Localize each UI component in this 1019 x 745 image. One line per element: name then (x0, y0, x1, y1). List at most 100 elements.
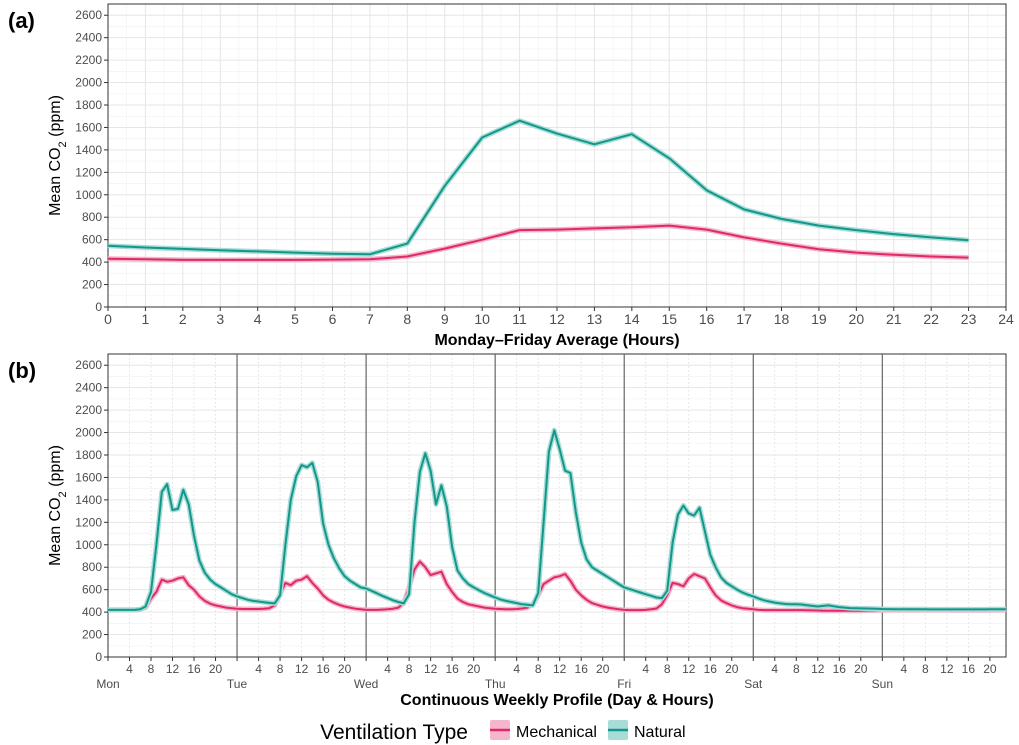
hour-tick-label: 4 (513, 662, 520, 676)
y-tick-label: 2000 (75, 76, 102, 90)
x-tick-label: 23 (961, 311, 977, 327)
y-tick-label: 400 (82, 605, 102, 619)
y-tick-label: 2600 (75, 8, 102, 22)
hour-tick-label: 12 (682, 662, 696, 676)
y-tick-label: 800 (82, 560, 102, 574)
hour-tick-label: 20 (983, 662, 997, 676)
legend: Ventilation Type Mechanical Natural (320, 720, 686, 744)
series-natural-line (108, 429, 1007, 611)
y-axis-title: Mean CO2 (ppm) (47, 445, 69, 566)
y-tick-label: 800 (82, 210, 102, 224)
x-tick-label: 15 (661, 311, 677, 327)
hour-tick-label: 16 (316, 662, 330, 676)
hour-tick-label: 20 (338, 662, 352, 676)
y-axis-title: Mean CO2 (ppm) (47, 95, 69, 216)
x-tick-label: 5 (291, 311, 299, 327)
hour-tick-label: 16 (445, 662, 459, 676)
y-tick-label: 1600 (75, 470, 102, 484)
hour-tick-label: 16 (833, 662, 847, 676)
hour-tick-label: 20 (467, 662, 481, 676)
series-mechanical-line (107, 224, 969, 261)
x-tick-label: 1 (142, 311, 150, 327)
y-tick-label: 600 (82, 233, 102, 247)
hour-tick-label: 8 (793, 662, 800, 676)
x-tick-label: 2 (179, 311, 187, 327)
y-tick-label: 1600 (75, 120, 102, 134)
hour-tick-label: 8 (406, 662, 413, 676)
y-tick-label: 2000 (75, 426, 102, 440)
hour-tick-label: 8 (922, 662, 929, 676)
hour-tick-label: 12 (424, 662, 438, 676)
x-tick-label: 0 (104, 311, 112, 327)
panel-a: 0200400600800100012001400160018002000220… (47, 3, 1014, 349)
x-tick-label: 20 (849, 311, 865, 327)
y-tick-label: 0 (95, 650, 102, 664)
x-tick-label: 6 (329, 311, 337, 327)
hour-tick-label: 4 (255, 662, 262, 676)
hour-tick-label: 12 (811, 662, 825, 676)
hour-tick-label: 20 (209, 662, 223, 676)
day-tick-label: Tue (227, 677, 248, 691)
y-tick-label: 400 (82, 255, 102, 269)
y-tick-label: 2400 (75, 381, 102, 395)
x-tick-label: 12 (549, 311, 565, 327)
hour-tick-label: 16 (187, 662, 201, 676)
y-tick-label: 0 (95, 300, 102, 314)
hour-tick-label: 16 (962, 662, 976, 676)
hour-tick-label: 4 (771, 662, 778, 676)
day-tick-label: Wed (354, 677, 378, 691)
day-tick-label: Thu (485, 677, 506, 691)
y-tick-label: 1000 (75, 538, 102, 552)
legend-title: Ventilation Type (320, 721, 468, 744)
x-tick-label: 18 (774, 311, 790, 327)
x-tick-label: 8 (403, 311, 411, 327)
hour-tick-label: 16 (575, 662, 589, 676)
hour-tick-label: 12 (166, 662, 180, 676)
y-tick-label: 1400 (75, 493, 102, 507)
hour-tick-label: 20 (854, 662, 868, 676)
hour-tick-label: 12 (295, 662, 309, 676)
y-tick-label: 1800 (75, 448, 102, 462)
y-tick-label: 2200 (75, 53, 102, 67)
x-tick-label: 17 (736, 311, 752, 327)
hour-tick-label: 4 (126, 662, 133, 676)
legend-mechanical-label: Mechanical (516, 724, 597, 741)
series-mechanical-ribbon (108, 559, 1007, 614)
hour-tick-label: 4 (642, 662, 649, 676)
x-tick-label: 9 (441, 311, 449, 327)
y-tick-label: 2200 (75, 403, 102, 417)
x-tick-label: 4 (254, 311, 262, 327)
hour-tick-label: 8 (277, 662, 284, 676)
x-tick-label: 14 (624, 311, 640, 327)
hour-tick-label: 20 (725, 662, 739, 676)
y-tick-label: 1800 (75, 98, 102, 112)
x-tick-label: 22 (923, 311, 939, 327)
series-mechanical-line (108, 560, 1007, 612)
day-tick-label: Sat (744, 677, 763, 691)
hour-tick-label: 8 (148, 662, 155, 676)
x-tick-label: 13 (587, 311, 603, 327)
panel-b-label: (b) (8, 358, 36, 383)
day-tick-label: Mon (96, 677, 119, 691)
series-natural-line (107, 119, 969, 256)
panel-b: 0 200 400 600 800 1000 1200 1400 1600 1800 2000 220… (47, 353, 1007, 709)
legend-natural-label: Natural (634, 724, 686, 741)
panel-a-label: (a) (8, 8, 35, 33)
y-tick-label: 2600 (75, 358, 102, 372)
panel-b-frame (107, 353, 1007, 658)
hour-tick-label: 12 (553, 662, 567, 676)
x-tick-label: 16 (699, 311, 715, 327)
y-tick-label: 1200 (75, 165, 102, 179)
hour-tick-label: 4 (900, 662, 907, 676)
day-tick-label: Fri (617, 677, 631, 691)
x-tick-label: 24 (998, 311, 1014, 327)
hour-tick-label: 8 (535, 662, 542, 676)
hour-tick-label: 12 (940, 662, 954, 676)
x-tick-label: 10 (474, 311, 490, 327)
hour-tick-label: 8 (664, 662, 671, 676)
x-tick-label: 11 (512, 311, 527, 327)
y-tick-label: 600 (82, 583, 102, 597)
y-tick-label: 2400 (75, 31, 102, 45)
y-tick-label: 1200 (75, 515, 102, 529)
